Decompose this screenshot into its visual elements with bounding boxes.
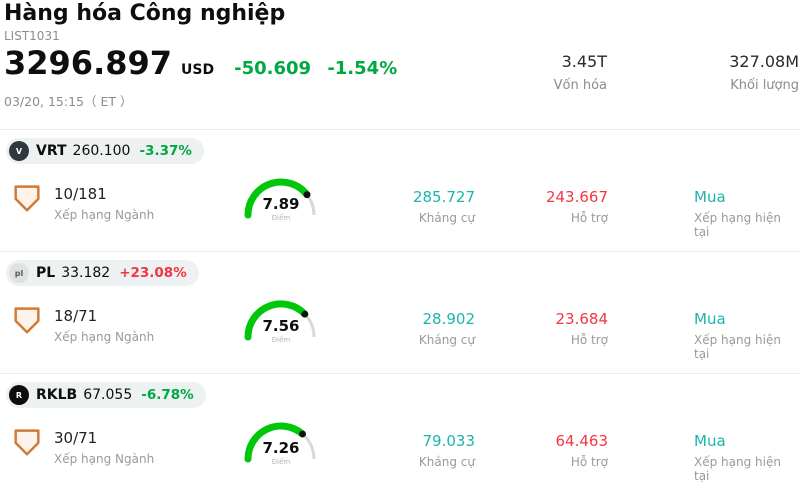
rating-value: Mua [694, 432, 726, 450]
ticker-symbol: VRT [36, 143, 67, 159]
support-label: Hỗ trợ [570, 211, 608, 225]
resistance-label: Kháng cự [418, 333, 475, 347]
score-gauge: 7.56 Điểm [236, 290, 326, 348]
stock-row-pl[interactable]: pl PL 33.182 +23.08% 18/71 Xếp hạng Ngàn… [0, 252, 800, 374]
stock-row-rklb[interactable]: R RKLB 67.055 -6.78% 30/71 Xếp hạng Ngàn… [0, 374, 800, 488]
ticker-symbol: PL [36, 265, 56, 281]
index-price: 3296.897 [4, 44, 173, 82]
market-cap-stat: 3.45T Vốn hóa [554, 52, 607, 93]
price-change: -50.609 -1.54% [234, 58, 397, 79]
ticker-change: -6.78% [141, 387, 194, 403]
rank-label: Xếp hạng Ngành [54, 208, 155, 222]
score-label: Điểm [271, 458, 291, 466]
score-gauge: 7.89 Điểm [236, 168, 326, 226]
header-divider [0, 129, 800, 130]
rating-stat: Mua Xếp hạng hiện tại [694, 310, 800, 361]
rank-value: 18/71 [54, 307, 98, 325]
resistance-value: 28.902 [422, 310, 476, 328]
list-id: LIST1031 [4, 29, 60, 43]
resistance-stat: 285.727 Kháng cự [413, 188, 475, 225]
rating-stat: Mua Xếp hạng hiện tại [694, 432, 800, 483]
ticker-price: 67.055 [83, 387, 133, 403]
timestamp-timezone: （ ET ） [84, 94, 133, 109]
rating-label: Xếp hạng hiện tại [694, 211, 781, 239]
ticker-symbol: RKLB [36, 387, 78, 403]
rklb-logo-icon: R [9, 385, 29, 405]
rank-label: Xếp hạng Ngành [54, 452, 155, 466]
support-label: Hỗ trợ [570, 333, 608, 347]
ticker-pill-vrt[interactable]: V VRT 260.100 -3.37% [6, 138, 204, 164]
industry-rank: 30/71 Xếp hạng Ngành [54, 429, 154, 466]
gauge-arc-icon [244, 422, 316, 463]
rank-value: 30/71 [54, 429, 98, 447]
gauge-arc-icon [244, 178, 316, 219]
score-label: Điểm [271, 336, 291, 344]
change-percent: -1.54% [327, 58, 398, 79]
industry-rank-icon [14, 185, 40, 212]
change-value: -50.609 [234, 58, 312, 79]
resistance-value: 285.727 [412, 188, 475, 206]
industry-rank-icon [14, 307, 40, 334]
currency-label: USD [181, 62, 215, 78]
rating-label: Xếp hạng hiện tại [694, 455, 781, 483]
score-value: 7.56 [262, 317, 300, 335]
industry-rank: 18/71 Xếp hạng Ngành [54, 307, 154, 344]
ticker-pill-pl[interactable]: pl PL 33.182 +23.08% [6, 260, 199, 286]
timestamp: 03/20, 15:15（ ET ） [4, 91, 132, 110]
vrt-logo-icon: V [9, 141, 29, 161]
score-value: 7.89 [262, 195, 300, 213]
resistance-stat: 28.902 Kháng cự [419, 310, 475, 347]
rating-value: Mua [694, 310, 726, 328]
rating-value: Mua [694, 188, 726, 206]
gauge-arc-icon [244, 300, 316, 341]
timestamp-date: 03/20, 15:15 [4, 94, 84, 109]
industry-rank-icon [14, 429, 40, 456]
resistance-value: 79.033 [422, 432, 476, 450]
industry-rank: 10/181 Xếp hạng Ngành [54, 185, 154, 222]
ticker-price: 260.100 [72, 143, 131, 159]
resistance-label: Kháng cự [418, 211, 475, 225]
ticker-change: -3.37% [139, 143, 192, 159]
support-stat: 23.684 Hỗ trợ [556, 310, 609, 347]
resistance-label: Kháng cự [418, 455, 475, 469]
market-cap-value: 3.45T [561, 52, 607, 71]
score-label: Điểm [271, 214, 291, 222]
support-value: 23.684 [555, 310, 609, 328]
page-title: Hàng hóa Công nghiệp [4, 1, 286, 26]
rank-label: Xếp hạng Ngành [54, 330, 155, 344]
rank-value: 10/181 [54, 185, 107, 203]
support-stat: 64.463 Hỗ trợ [556, 432, 609, 469]
rating-stat: Mua Xếp hạng hiện tại [694, 188, 800, 239]
stock-row-vrt[interactable]: V VRT 260.100 -3.37% 10/181 Xếp hạng Ngà… [0, 130, 800, 252]
support-value: 64.463 [555, 432, 609, 450]
rating-label: Xếp hạng hiện tại [694, 333, 781, 361]
pl-logo-icon: pl [9, 263, 29, 283]
volume-stat: 327.08M Khối lượng [729, 52, 799, 93]
market-cap-label: Vốn hóa [553, 78, 607, 93]
volume-label: Khối lượng [730, 78, 799, 93]
score-gauge: 7.26 Điểm [236, 412, 326, 470]
price-row: 3296.897 USD -50.609 -1.54% [4, 44, 397, 82]
support-value: 243.667 [545, 188, 608, 206]
ticker-change: +23.08% [119, 265, 187, 281]
ticker-pill-rklb[interactable]: R RKLB 67.055 -6.78% [6, 382, 206, 408]
score-value: 7.26 [262, 439, 300, 457]
ticker-price: 33.182 [61, 265, 111, 281]
resistance-stat: 79.033 Kháng cự [419, 432, 475, 469]
support-label: Hỗ trợ [570, 455, 608, 469]
volume-value: 327.08M [729, 52, 799, 71]
support-stat: 243.667 Hỗ trợ [546, 188, 608, 225]
